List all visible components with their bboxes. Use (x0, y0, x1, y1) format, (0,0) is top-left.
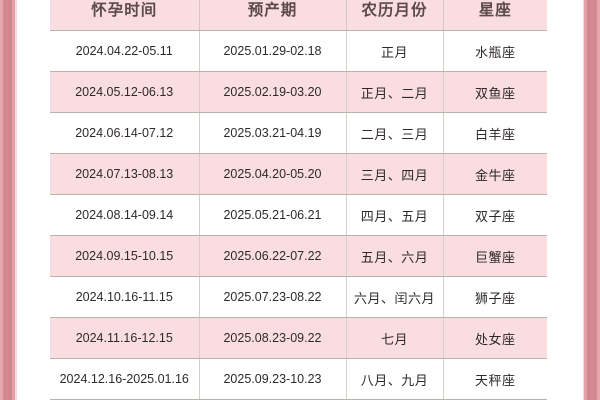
cell-due-date: 2025.06.22-07.22 (199, 235, 347, 277)
cell-conception: 2024.10.16-11.15 (50, 276, 200, 318)
cell-conception: 2024.09.15-10.15 (50, 235, 200, 277)
table-row: 2024.06.14-07.12 2025.03.21-04.19 二月、三月 白羊座 (50, 112, 547, 154)
cell-zodiac: 天秤座 (443, 358, 547, 400)
table-row: 2024.09.15-10.15 2025.06.22-07.22 五月、六月 巨蟹座 (50, 235, 547, 277)
cell-zodiac: 水瓶座 (443, 30, 547, 72)
cell-conception: 2024.08.14-09.14 (50, 194, 200, 236)
cell-zodiac: 金牛座 (443, 153, 547, 195)
cell-due-date: 2025.02.19-03.20 (199, 71, 347, 113)
cell-lunar-month: 四月、五月 (346, 194, 444, 236)
cell-lunar-month: 正月、二月 (346, 71, 444, 113)
cell-conception: 2024.07.13-08.13 (50, 153, 200, 195)
table-header-row: 怀孕时间 预产期 农历月份 星座 (50, 0, 547, 31)
table-header: 怀孕时间 预产期 农历月份 星座 (50, 0, 547, 31)
cell-zodiac: 双子座 (443, 194, 547, 236)
cell-lunar-month: 三月、四月 (346, 153, 444, 195)
cell-due-date: 2025.05.21-06.21 (199, 194, 347, 236)
cell-lunar-month: 六月、闰六月 (346, 276, 444, 318)
cell-zodiac: 双鱼座 (443, 71, 547, 113)
cell-conception: 2024.06.14-07.12 (50, 112, 200, 154)
cell-conception: 2024.11.16-12.15 (50, 317, 200, 359)
table-row: 2024.12.16-2025.01.16 2025.09.23-10.23 八月、… (50, 358, 547, 400)
cell-due-date: 2025.07.23-08.22 (199, 276, 347, 318)
table-row: 2024.07.13-08.13 2025.04.20-05.20 三月、四月 金牛座 (50, 153, 547, 195)
cell-zodiac: 巨蟹座 (443, 235, 547, 277)
cell-zodiac: 白羊座 (443, 112, 547, 154)
column-header-due-date: 预产期 (199, 0, 347, 31)
table-row: 2024.04.22-05.11 2025.01.29-02.18 正月 水瓶座 (50, 30, 547, 72)
cell-lunar-month: 八月、九月 (346, 358, 444, 400)
column-header-zodiac: 星座 (443, 0, 547, 31)
cell-conception: 2024.12.16-2025.01.16 (50, 358, 200, 400)
cell-conception: 2024.05.12-06.13 (50, 71, 200, 113)
table-body: 2024.04.22-05.11 2025.01.29-02.18 正月 水瓶座 202… (50, 30, 547, 400)
decorative-left-border (0, 0, 17, 400)
table-container: 怀孕时间 预产期 农历月份 星座 2024.04.22-05.11 2025.01… (50, 0, 547, 400)
cell-lunar-month: 七月 (346, 317, 444, 359)
column-header-lunar-month: 农历月份 (346, 0, 444, 31)
cell-lunar-month: 正月 (346, 30, 444, 72)
table-row: 2024.10.16-11.15 2025.07.23-08.22 六月、闰六月 狮子… (50, 276, 547, 318)
table-row: 2024.08.14-09.14 2025.05.21-06.21 四月、五月 双子座 (50, 194, 547, 236)
cell-lunar-month: 二月、三月 (346, 112, 444, 154)
pregnancy-zodiac-table: 怀孕时间 预产期 农历月份 星座 2024.04.22-05.11 2025.01… (50, 0, 547, 400)
cell-due-date: 2025.01.29-02.18 (199, 30, 347, 72)
cell-zodiac: 处女座 (443, 317, 547, 359)
table-row: 2024.11.16-12.15 2025.08.23-09.22 七月 处女座 (50, 317, 547, 359)
cell-due-date: 2025.03.21-04.19 (199, 112, 347, 154)
cell-due-date: 2025.04.20-05.20 (199, 153, 347, 195)
cell-conception: 2024.04.22-05.11 (50, 30, 200, 72)
decorative-right-border (583, 0, 600, 400)
cell-due-date: 2025.08.23-09.22 (199, 317, 347, 359)
column-header-conception: 怀孕时间 (50, 0, 200, 31)
table-row: 2024.05.12-06.13 2025.02.19-03.20 正月、二月 双鱼座 (50, 71, 547, 113)
cell-zodiac: 狮子座 (443, 276, 547, 318)
cell-lunar-month: 五月、六月 (346, 235, 444, 277)
cell-due-date: 2025.09.23-10.23 (199, 358, 347, 400)
